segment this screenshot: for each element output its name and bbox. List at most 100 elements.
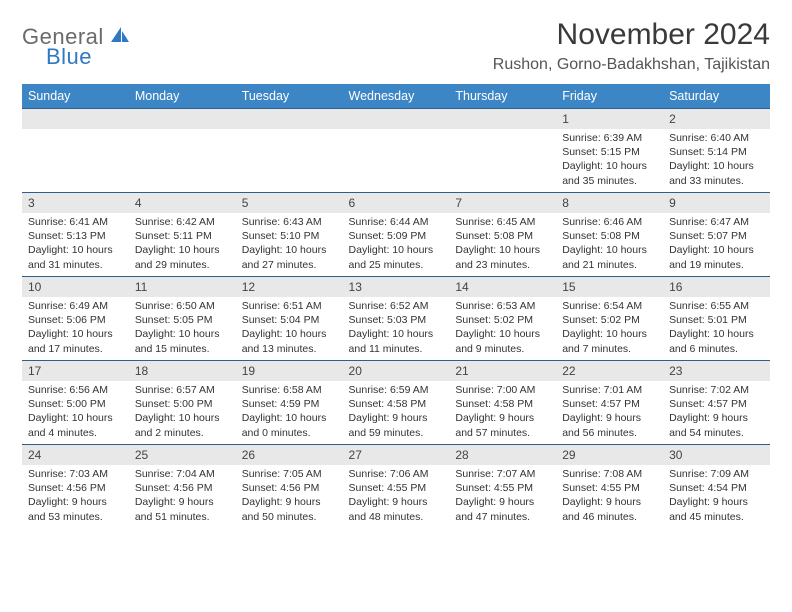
daylight-text: Daylight: 10 hours and 6 minutes. [669,327,764,355]
cell-details: Sunrise: 6:52 AMSunset: 5:03 PMDaylight:… [343,297,450,360]
day-number: 1 [556,109,663,129]
calendar-cell: 19Sunrise: 6:58 AMSunset: 4:59 PMDayligh… [236,361,343,445]
calendar-cell [449,109,556,193]
cell-details: Sunrise: 6:42 AMSunset: 5:11 PMDaylight:… [129,213,236,276]
sunset-text: Sunset: 5:07 PM [669,229,764,243]
cell-details: Sunrise: 6:57 AMSunset: 5:00 PMDaylight:… [129,381,236,444]
day-number: 24 [22,445,129,465]
day-number: 16 [663,277,770,297]
day-number: 3 [22,193,129,213]
sunrise-text: Sunrise: 6:43 AM [242,215,337,229]
daylight-text: Daylight: 10 hours and 27 minutes. [242,243,337,271]
calendar-cell: 3Sunrise: 6:41 AMSunset: 5:13 PMDaylight… [22,193,129,277]
daylight-text: Daylight: 10 hours and 23 minutes. [455,243,550,271]
daylight-text: Daylight: 9 hours and 54 minutes. [669,411,764,439]
calendar-cell: 30Sunrise: 7:09 AMSunset: 4:54 PMDayligh… [663,445,770,529]
calendar-cell: 17Sunrise: 6:56 AMSunset: 5:00 PMDayligh… [22,361,129,445]
calendar-cell: 11Sunrise: 6:50 AMSunset: 5:05 PMDayligh… [129,277,236,361]
sunset-text: Sunset: 4:56 PM [28,481,123,495]
cell-details: Sunrise: 6:39 AMSunset: 5:15 PMDaylight:… [556,129,663,192]
header: General Blue November 2024 Rushon, Gorno… [22,18,770,74]
daylight-text: Daylight: 9 hours and 46 minutes. [562,495,657,523]
calendar-cell: 15Sunrise: 6:54 AMSunset: 5:02 PMDayligh… [556,277,663,361]
day-number: 22 [556,361,663,381]
calendar-cell: 20Sunrise: 6:59 AMSunset: 4:58 PMDayligh… [343,361,450,445]
sunrise-text: Sunrise: 7:01 AM [562,383,657,397]
sunrise-text: Sunrise: 6:55 AM [669,299,764,313]
cell-details: Sunrise: 6:54 AMSunset: 5:02 PMDaylight:… [556,297,663,360]
calendar-cell: 22Sunrise: 7:01 AMSunset: 4:57 PMDayligh… [556,361,663,445]
day-number: 18 [129,361,236,381]
sunrise-text: Sunrise: 6:44 AM [349,215,444,229]
weekday-header: Saturday [663,84,770,109]
day-number [449,109,556,129]
sunrise-text: Sunrise: 7:03 AM [28,467,123,481]
cell-details: Sunrise: 6:45 AMSunset: 5:08 PMDaylight:… [449,213,556,276]
sunset-text: Sunset: 5:03 PM [349,313,444,327]
cell-details: Sunrise: 6:55 AMSunset: 5:01 PMDaylight:… [663,297,770,360]
sunrise-text: Sunrise: 7:04 AM [135,467,230,481]
calendar-cell: 1Sunrise: 6:39 AMSunset: 5:15 PMDaylight… [556,109,663,193]
sunrise-text: Sunrise: 6:57 AM [135,383,230,397]
calendar-cell: 25 Sunrise: 7:04 AMSunset: 4:56 PMDayligh… [129,445,236,529]
day-number [236,109,343,129]
day-number: 4 [129,193,236,213]
daylight-text: Daylight: 10 hours and 4 minutes. [28,411,123,439]
day-number [22,109,129,129]
cell-details: Sunrise: 6:49 AMSunset: 5:06 PMDaylight:… [22,297,129,360]
daylight-text: Daylight: 9 hours and 51 minutes. [135,495,230,523]
sunrise-text: Sunrise: 6:58 AM [242,383,337,397]
logo-sail-icon [110,26,130,49]
sunset-text: Sunset: 5:11 PM [135,229,230,243]
sunset-text: Sunset: 5:06 PM [28,313,123,327]
calendar-week-row: 17Sunrise: 6:56 AMSunset: 5:00 PMDayligh… [22,361,770,445]
sunset-text: Sunset: 5:14 PM [669,145,764,159]
day-number: 9 [663,193,770,213]
day-number: 10 [22,277,129,297]
cell-details: Sunrise: 6:50 AMSunset: 5:05 PMDaylight:… [129,297,236,360]
cell-details: Sunrise: 6:51 AMSunset: 5:04 PMDaylight:… [236,297,343,360]
calendar-cell: 14Sunrise: 6:53 AMSunset: 5:02 PMDayligh… [449,277,556,361]
sunset-text: Sunset: 4:54 PM [669,481,764,495]
sunrise-text: Sunrise: 6:54 AM [562,299,657,313]
calendar-cell: 28Sunrise: 7:07 AMSunset: 4:55 PMDayligh… [449,445,556,529]
calendar-table: Sunday Monday Tuesday Wednesday Thursday… [22,84,770,529]
daylight-text: Daylight: 9 hours and 56 minutes. [562,411,657,439]
daylight-text: Daylight: 10 hours and 2 minutes. [135,411,230,439]
sunset-text: Sunset: 4:59 PM [242,397,337,411]
sunset-text: Sunset: 5:08 PM [455,229,550,243]
weekday-header: Monday [129,84,236,109]
sunset-text: Sunset: 4:56 PM [135,481,230,495]
sunset-text: Sunset: 4:58 PM [349,397,444,411]
day-number: 29 [556,445,663,465]
daylight-text: Daylight: 10 hours and 21 minutes. [562,243,657,271]
day-number: 26 [236,445,343,465]
cell-details: Sunrise: 7:00 AMSunset: 4:58 PMDaylight:… [449,381,556,444]
daylight-text: Daylight: 9 hours and 57 minutes. [455,411,550,439]
weekday-header: Sunday [22,84,129,109]
sunrise-text: Sunrise: 6:41 AM [28,215,123,229]
day-number [129,109,236,129]
sunrise-text: Sunrise: 7:00 AM [455,383,550,397]
sunrise-text: Sunrise: 6:56 AM [28,383,123,397]
cell-details: Sunrise: 6:53 AMSunset: 5:02 PMDaylight:… [449,297,556,360]
day-number: 25 [129,445,236,465]
sunset-text: Sunset: 5:15 PM [562,145,657,159]
cell-details: Sunrise: 6:56 AMSunset: 5:00 PMDaylight:… [22,381,129,444]
sunrise-text: Sunrise: 6:50 AM [135,299,230,313]
day-number: 17 [22,361,129,381]
day-number: 13 [343,277,450,297]
day-number [343,109,450,129]
sunrise-text: Sunrise: 6:53 AM [455,299,550,313]
calendar-cell [22,109,129,193]
day-number: 20 [343,361,450,381]
title-month: November 2024 [493,18,770,52]
cell-details: Sunrise: 7:09 AMSunset: 4:54 PMDaylight:… [663,465,770,528]
weekday-header: Wednesday [343,84,450,109]
day-number: 19 [236,361,343,381]
calendar-cell: 4Sunrise: 6:42 AMSunset: 5:11 PMDaylight… [129,193,236,277]
calendar-page: General Blue November 2024 Rushon, Gorno… [0,0,792,547]
calendar-cell: 10Sunrise: 6:49 AMSunset: 5:06 PMDayligh… [22,277,129,361]
daylight-text: Daylight: 10 hours and 11 minutes. [349,327,444,355]
sunset-text: Sunset: 5:05 PM [135,313,230,327]
